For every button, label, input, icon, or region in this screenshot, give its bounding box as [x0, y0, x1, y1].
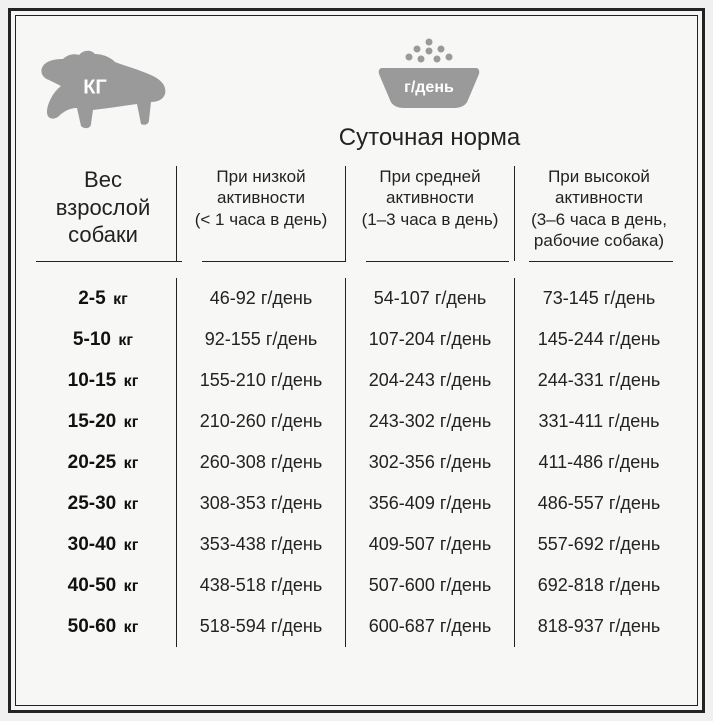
table-row: 50-60 кг518-594 г/день600-687 г/день818-…	[30, 606, 683, 647]
value-cell-high: 145-244 г/день	[514, 319, 683, 360]
header-line: активности	[217, 188, 305, 207]
header-line: (< 1 часа в день)	[195, 210, 328, 229]
header-icons-row: КГ г/день	[30, 34, 683, 152]
weight-cell: 20-25 кг	[30, 452, 176, 474]
value-cell-high: 692-818 г/день	[514, 565, 683, 606]
feeding-table: 2-5 кг46-92 г/день54-107 г/день73-145 г/…	[30, 278, 683, 647]
value-cell-low: 92-155 г/день	[176, 319, 345, 360]
table-row: 5-10 кг92-155 г/день107-204 г/день145-24…	[30, 319, 683, 360]
table-row: 2-5 кг46-92 г/день54-107 г/день73-145 г/…	[30, 278, 683, 319]
value-cell-low: 260-308 г/день	[176, 442, 345, 483]
bowl-area: г/день Суточная норма	[176, 34, 683, 152]
daily-norm-title: Суточная норма	[339, 124, 520, 152]
value-cell-high: 73-145 г/день	[514, 278, 683, 319]
bowl-icon: г/день	[374, 34, 484, 114]
weight-header-line: Вес	[84, 167, 122, 192]
value-cell-low: 438-518 г/день	[176, 565, 345, 606]
bowl-unit-label: г/день	[405, 79, 455, 96]
weight-cell: 25-30 кг	[30, 493, 176, 515]
value-cell-low: 46-92 г/день	[176, 278, 345, 319]
value-cell-med: 204-243 г/день	[345, 360, 514, 401]
inner-frame: КГ г/день	[15, 15, 698, 706]
weight-cell: 30-40 кг	[30, 534, 176, 556]
high-activity-header: При высокой активности (3–6 часа в день,…	[514, 166, 683, 261]
header-line: При низкой	[216, 167, 305, 186]
value-cell-high: 557-692 г/день	[514, 524, 683, 565]
low-activity-header: При низкой активности (< 1 часа в день)	[176, 166, 345, 261]
weight-header-line: взрослой	[56, 195, 151, 220]
weight-column-header: Вес взрослой собаки	[30, 166, 176, 261]
weight-header-line: собаки	[68, 222, 138, 247]
value-cell-low: 353-438 г/день	[176, 524, 345, 565]
dog-icon: КГ	[33, 42, 173, 142]
column-headers-row: Вес взрослой собаки При низкой активност…	[30, 166, 683, 261]
weight-cell: 5-10 кг	[30, 329, 176, 351]
value-cell-high: 331-411 г/день	[514, 401, 683, 442]
value-cell-med: 107-204 г/день	[345, 319, 514, 360]
value-cell-high: 818-937 г/день	[514, 606, 683, 647]
value-cell-med: 243-302 г/день	[345, 401, 514, 442]
value-cell-med: 356-409 г/день	[345, 483, 514, 524]
header-underline-row	[30, 261, 683, 262]
header-line: (1–3 часа в день)	[362, 210, 499, 229]
header-line: (3–6 часа в день,	[531, 210, 667, 229]
value-cell-med: 507-600 г/день	[345, 565, 514, 606]
value-cell-low: 518-594 г/день	[176, 606, 345, 647]
value-cell-low: 155-210 г/день	[176, 360, 345, 401]
table-row: 40-50 кг438-518 г/день507-600 г/день692-…	[30, 565, 683, 606]
value-cell-low: 210-260 г/день	[176, 401, 345, 442]
weight-cell: 10-15 кг	[30, 370, 176, 392]
value-cell-med: 54-107 г/день	[345, 278, 514, 319]
dog-weight-label: КГ	[83, 76, 107, 98]
dog-icon-column: КГ	[30, 34, 176, 142]
table-row: 15-20 кг210-260 г/день243-302 г/день331-…	[30, 401, 683, 442]
weight-cell: 40-50 кг	[30, 575, 176, 597]
weight-cell: 2-5 кг	[30, 288, 176, 310]
header-line: При высокой	[548, 167, 650, 186]
header-line: активности	[386, 188, 474, 207]
weight-cell: 15-20 кг	[30, 411, 176, 433]
medium-activity-header: При средней активности (1–3 часа в день)	[345, 166, 514, 261]
value-cell-high: 486-557 г/день	[514, 483, 683, 524]
table-row: 10-15 кг155-210 г/день204-243 г/день244-…	[30, 360, 683, 401]
header-line: При средней	[379, 167, 480, 186]
value-cell-med: 302-356 г/день	[345, 442, 514, 483]
table-row: 25-30 кг308-353 г/день356-409 г/день486-…	[30, 483, 683, 524]
table-row: 20-25 кг260-308 г/день302-356 г/день411-…	[30, 442, 683, 483]
header-line: рабочие собака)	[534, 231, 664, 250]
table-row: 30-40 кг353-438 г/день409-507 г/день557-…	[30, 524, 683, 565]
value-cell-med: 409-507 г/день	[345, 524, 514, 565]
value-cell-high: 411-486 г/день	[514, 442, 683, 483]
weight-cell: 50-60 кг	[30, 616, 176, 638]
header-line: активности	[555, 188, 643, 207]
value-cell-med: 600-687 г/день	[345, 606, 514, 647]
value-cell-low: 308-353 г/день	[176, 483, 345, 524]
value-cell-high: 244-331 г/день	[514, 360, 683, 401]
outer-frame: КГ г/день	[8, 8, 705, 713]
